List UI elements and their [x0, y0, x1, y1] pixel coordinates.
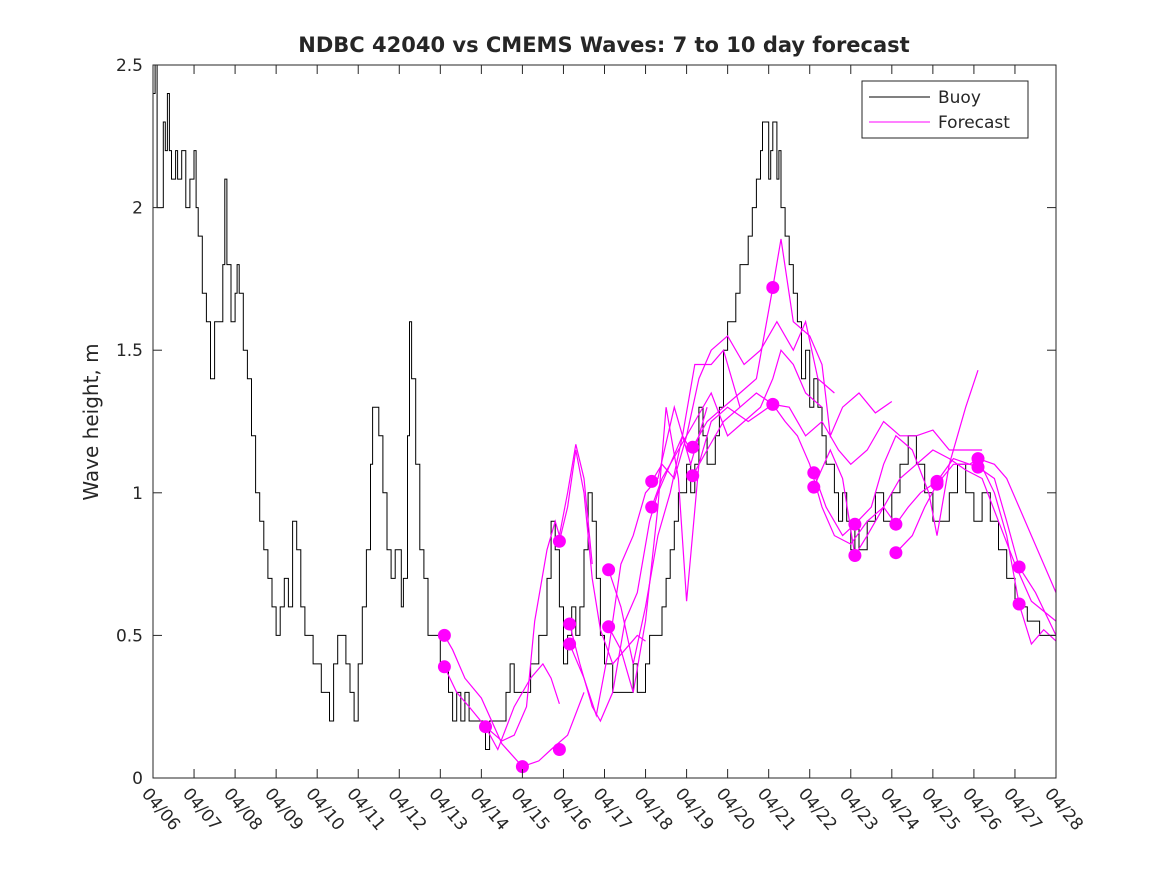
forecast-marker-5 — [552, 534, 566, 548]
y-axis-label: Wave height, m — [79, 343, 103, 500]
legend-forecast-label: Forecast — [938, 113, 1010, 133]
forecast-marker-20 — [889, 517, 903, 531]
forecast-marker-14 — [766, 281, 780, 294]
legend-box — [861, 80, 1029, 139]
forecast-line-10 — [692, 238, 893, 448]
forecast-marker-27 — [1012, 597, 1026, 611]
forecast-marker-9 — [602, 620, 616, 634]
y-tick-label-2: 1 — [132, 484, 143, 504]
forecast-marker-16 — [807, 466, 821, 480]
forecast-line-3 — [558, 449, 646, 666]
forecast-line-2 — [485, 444, 593, 742]
forecast-marker-26 — [1012, 560, 1026, 574]
forecast-marker-4 — [552, 743, 566, 756]
forecast-marker-17 — [807, 480, 821, 494]
data-layer — [153, 64, 1057, 774]
forecast-marker-23 — [930, 477, 944, 491]
forecast-line-1 — [443, 662, 560, 751]
forecast-line-12 — [772, 404, 1057, 622]
forecast-marker-18 — [848, 517, 862, 531]
forecast-marker-0 — [437, 628, 451, 642]
forecast-marker-8 — [602, 563, 616, 577]
forecast-line-14 — [813, 448, 1057, 636]
y-tick-label-3: 1.5 — [116, 341, 143, 361]
forecast-line-9 — [651, 348, 823, 508]
legend: Buoy Forecast — [861, 80, 1029, 139]
y-tick-label-4: 2 — [132, 199, 143, 219]
forecast-line-8 — [651, 319, 835, 482]
forecast-marker-6 — [563, 617, 577, 631]
forecast-marker-7 — [563, 637, 577, 651]
forecast-marker-12 — [686, 440, 700, 454]
forecast-marker-11 — [645, 500, 659, 514]
forecast-marker-25 — [971, 460, 985, 474]
buoy-series-line — [153, 64, 1056, 750]
forecast-line-6 — [608, 348, 741, 665]
forecast-marker-3 — [515, 760, 529, 774]
forecast-line-11 — [692, 392, 983, 476]
forecast-line-0 — [443, 635, 585, 768]
forecast-marker-2 — [479, 720, 492, 734]
y-tick-label-5: 2.5 — [116, 56, 143, 76]
forecast-marker-1 — [437, 660, 451, 674]
y-tick-label-1: 0.5 — [116, 626, 143, 646]
forecast-line-5 — [569, 404, 708, 718]
forecast-marker-13 — [686, 469, 700, 483]
forecast-marker-15 — [766, 397, 780, 411]
forecast-marker-21 — [889, 546, 903, 560]
forecast-line-16 — [977, 458, 1057, 593]
forecast-line-7 — [608, 403, 774, 693]
legend-buoy-label: Buoy — [938, 88, 981, 108]
chart-title: NDBC 42040 vs CMEMS Waves: 7 to 10 day f… — [298, 33, 909, 57]
y-tick-label-0: 0 — [132, 769, 143, 789]
forecast-marker-19 — [848, 549, 862, 562]
forecast-marker-10 — [645, 474, 659, 488]
